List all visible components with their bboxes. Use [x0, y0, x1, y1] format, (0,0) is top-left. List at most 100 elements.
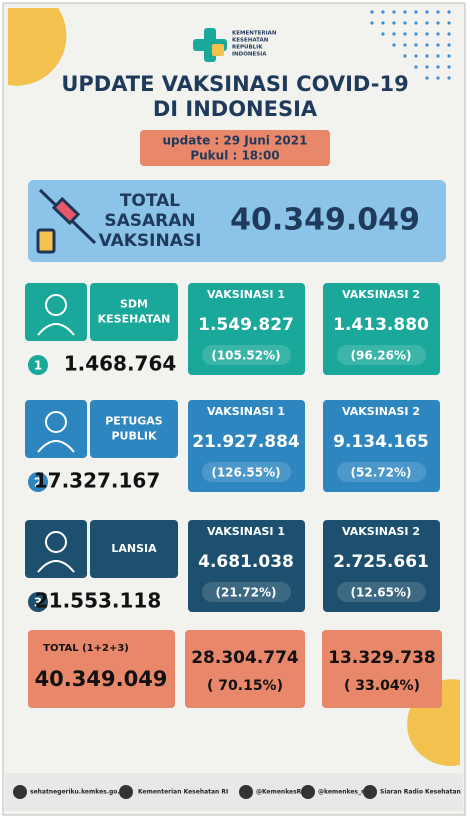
group-target: 21.553.118: [35, 589, 162, 613]
dose-title: VAKSINASI 2: [342, 405, 420, 418]
title: UPDATE VAKSINASI COVID-19: [61, 72, 408, 96]
group-label: LANSIA: [111, 542, 157, 555]
dot: [403, 32, 407, 36]
dose-box: [323, 283, 440, 375]
person-icon: [37, 560, 75, 573]
dot: [425, 10, 429, 14]
dot: [447, 54, 451, 58]
total-target-box: [28, 180, 446, 262]
dose-box: [323, 400, 440, 492]
dot: [414, 65, 418, 69]
totals-value: 40.349.049: [35, 667, 168, 691]
dot: [392, 10, 396, 14]
dose-value: 1.549.827: [198, 315, 294, 335]
group-label: PUBLIK: [111, 430, 156, 443]
dose-value: 2.725.661: [333, 552, 429, 572]
dot: [447, 65, 451, 69]
dose-title: VAKSINASI 1: [207, 405, 285, 418]
icon-box: [25, 520, 87, 578]
dot: [436, 65, 440, 69]
percent-pill: [337, 345, 426, 365]
dot: [414, 54, 418, 58]
total-target-label: TOTAL: [120, 191, 180, 211]
dose-title: VAKSINASI 2: [342, 288, 420, 301]
dot: [403, 43, 407, 47]
group-number: 2: [34, 476, 42, 490]
percent-pill: [202, 345, 291, 365]
update-box: [140, 130, 330, 166]
label-box: [90, 283, 178, 341]
total-target-label: SASARAN: [104, 211, 195, 231]
dot: [381, 32, 385, 36]
total-target-label: VAKSINASI: [99, 231, 202, 251]
totals-dose-percent: ( 33.04%): [344, 678, 420, 694]
number-badge: [28, 355, 48, 375]
label-box: [90, 400, 178, 458]
total-target-value: 40.349.049: [230, 203, 420, 238]
dot: [414, 10, 418, 14]
person-icon: [45, 294, 67, 316]
group-target: 1.468.764: [64, 352, 177, 376]
footer-icon: [119, 785, 133, 799]
dose-box: [323, 520, 440, 612]
totals-label: TOTAL (1+2+3): [43, 643, 129, 654]
dot: [425, 76, 429, 80]
dose-percent: (96.26%): [351, 349, 412, 363]
group-number: 3: [34, 596, 42, 610]
person-icon: [37, 323, 75, 336]
footer-bar: [5, 773, 463, 811]
logo-text: INDONESIA: [232, 52, 267, 58]
dot: [436, 10, 440, 14]
icon-box: [25, 400, 87, 458]
footer-icon: [363, 785, 377, 799]
dot: [447, 32, 451, 36]
dot: [392, 43, 396, 47]
group-target: 17.327.167: [34, 469, 161, 493]
dot: [370, 10, 374, 14]
footer-icon: [301, 785, 315, 799]
dose-value: 9.134.165: [333, 432, 429, 452]
footer-text: Siaran Radio Kesehatan: [380, 789, 461, 796]
group-number: 1: [34, 359, 42, 373]
dot: [425, 43, 429, 47]
person-icon: [37, 440, 75, 453]
dot: [425, 32, 429, 36]
dot: [381, 10, 385, 14]
dose-box: [188, 400, 305, 492]
dose-value: 1.413.880: [333, 315, 429, 335]
dot: [403, 10, 407, 14]
group-label: KESEHATAN: [98, 313, 171, 326]
totals-box: [28, 630, 175, 708]
dot: [436, 21, 440, 25]
syringe-icon: [36, 188, 97, 254]
footer-icon: [13, 785, 27, 799]
totals-dose-box: [322, 630, 442, 708]
dot: [392, 32, 396, 36]
dot: [381, 21, 385, 25]
dot: [403, 21, 407, 25]
dot: [414, 21, 418, 25]
number-badge: [28, 592, 48, 612]
footer-text: @kemenkes_ri: [318, 789, 366, 796]
logo-text: KEMENTERIAN: [232, 31, 277, 37]
number-badge: [28, 472, 48, 492]
dot: [436, 54, 440, 58]
logo-text: REPUBLIK: [232, 45, 263, 51]
logo: [193, 28, 227, 62]
label-box: [90, 520, 178, 578]
update-text: Pukul : 18:00: [190, 149, 279, 163]
dot: [425, 54, 429, 58]
dot: [436, 43, 440, 47]
totals-dose-percent: ( 70.15%): [207, 678, 283, 694]
dose-title: VAKSINASI 1: [207, 288, 285, 301]
group-label: SDM: [120, 298, 148, 311]
dose-box: [188, 283, 305, 375]
icon-box: [25, 283, 87, 341]
dot: [392, 21, 396, 25]
dose-box: [188, 520, 305, 612]
footer-text: @KemenkesRI: [256, 789, 304, 796]
footer-icon: [239, 785, 253, 799]
dot: [414, 43, 418, 47]
dot: [447, 76, 451, 80]
logo-text: KESEHATAN: [232, 38, 269, 44]
